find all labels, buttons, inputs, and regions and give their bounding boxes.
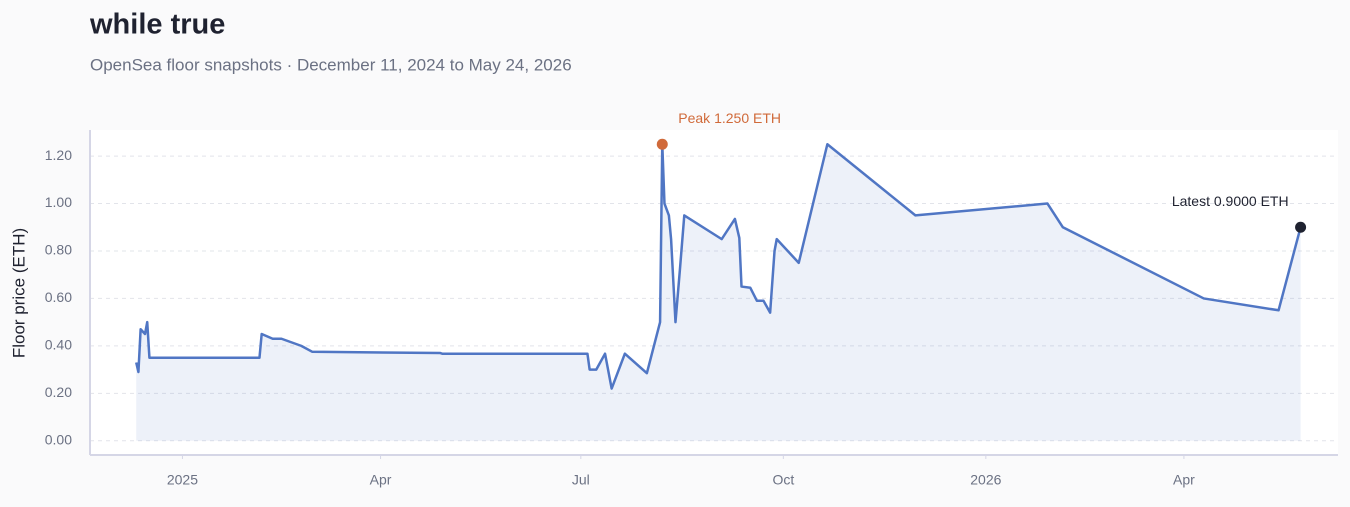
y-tick-label: 0.00 [45,431,72,447]
area [136,144,1301,441]
chart-title: while true [89,9,225,41]
y-tick-label: 0.40 [45,337,72,353]
line [135,142,1302,390]
y-tick-label: 0.80 [45,242,72,258]
annotation-label: Latest 0.9000 ETH [1172,193,1289,209]
y-axis-label: Floor price (ETH) [9,228,28,358]
y-tick-label: 1.20 [45,147,72,163]
y-tick-label: 0.20 [45,384,72,400]
annotation-label: Peak 1.250 ETH [678,110,781,126]
y-tick-label: 1.00 [45,194,72,210]
annotation-marker [1295,221,1307,233]
plot-area [90,130,1338,455]
x-tick-label: 2025 [167,472,198,488]
x-tick-label: 2026 [970,472,1001,488]
chart-subtitle: OpenSea floor snapshots · December 11, 2… [90,55,572,74]
annotation-marker [656,138,668,150]
x-tick-label: Apr [1173,472,1195,488]
x-tick-label: Jul [572,472,590,488]
x-tick-label: Oct [772,472,794,488]
y-tick-label: 0.60 [45,289,72,305]
x-tick-label: Apr [370,472,392,488]
